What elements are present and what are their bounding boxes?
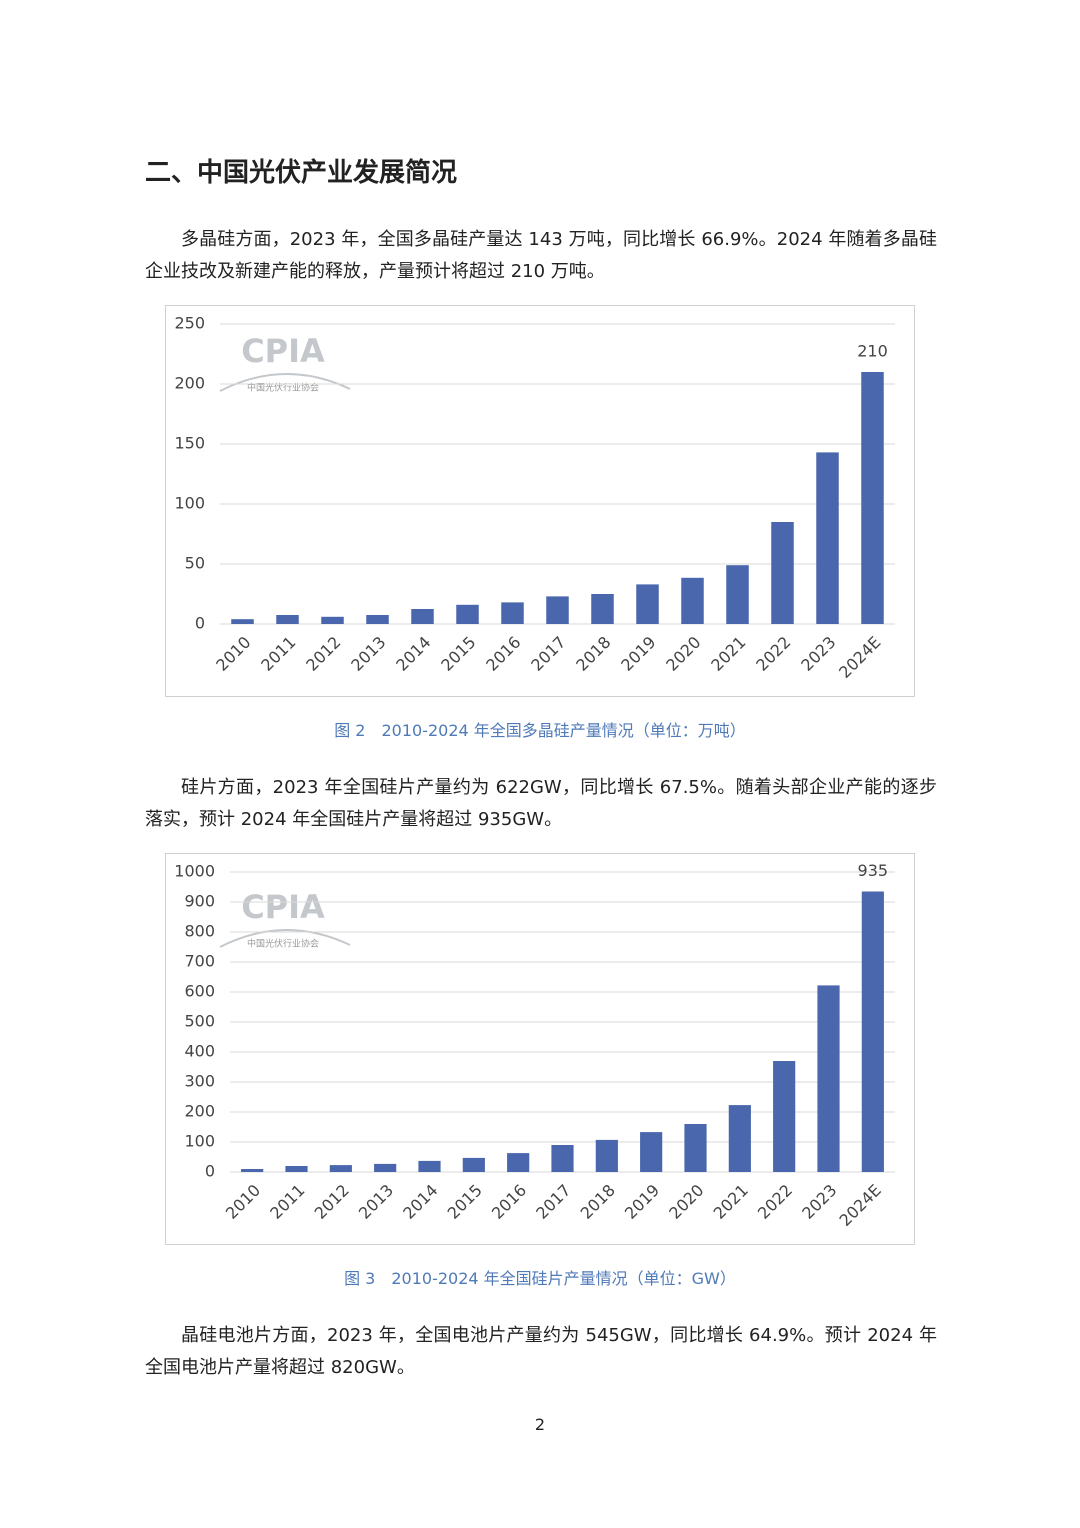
- bar: [418, 1160, 441, 1172]
- bar: [551, 1145, 574, 1172]
- watermark-title: CPIA: [241, 888, 325, 926]
- y-tick-label: 0: [195, 614, 205, 633]
- y-tick-label: 800: [184, 922, 215, 941]
- watermark-title: CPIA: [241, 332, 325, 370]
- y-tick-label: 0: [205, 1162, 215, 1181]
- y-tick-label: 250: [174, 314, 205, 333]
- caption: 图 3 2010-2024 年全国硅片产量情况（单位：GW）: [344, 1269, 736, 1288]
- y-tick-label: 200: [174, 374, 205, 393]
- bar: [595, 1139, 618, 1172]
- chart-frame: [165, 305, 915, 697]
- bar: [366, 615, 389, 624]
- bar: [231, 619, 254, 624]
- bar: [684, 1124, 707, 1172]
- bar: [285, 1166, 308, 1172]
- y-tick-label: 150: [174, 434, 205, 453]
- y-tick-label: 400: [184, 1042, 215, 1061]
- bar: [241, 1169, 264, 1172]
- y-tick-label: 500: [184, 1012, 215, 1031]
- bar: [546, 596, 569, 624]
- y-tick-label: 700: [184, 952, 215, 971]
- paragraph: 晶硅电池片方面，2023 年，全国电池片产量约为 545GW，同比增长 64.9…: [145, 1325, 937, 1378]
- bar: [462, 1157, 485, 1172]
- y-tick-label: 100: [184, 1132, 215, 1151]
- bar: [411, 609, 434, 624]
- y-tick-label: 600: [184, 982, 215, 1001]
- bar: [773, 1061, 796, 1172]
- bar: [591, 594, 614, 624]
- bar: [501, 602, 524, 624]
- chart-frame: [165, 853, 915, 1245]
- bar: [636, 584, 659, 624]
- paragraph: 多晶硅方面，2023 年，全国多晶硅产量达 143 万吨，同比增长 66.9%。…: [145, 229, 937, 282]
- watermark-subtitle: 中国光伏行业协会: [247, 382, 319, 394]
- bar: [374, 1163, 397, 1172]
- bar: [861, 891, 884, 1172]
- bar: [507, 1153, 530, 1172]
- data-label: 210: [857, 342, 888, 361]
- bar: [276, 615, 299, 624]
- y-tick-label: 300: [184, 1072, 215, 1091]
- chart: CPIA 中国光伏行业协会 0 100 200 300 400 500 600 700 800 900…: [165, 853, 915, 1245]
- y-tick-label: 1000: [174, 862, 215, 881]
- data-label: 935: [858, 861, 889, 880]
- watermark-swoosh: [219, 929, 351, 948]
- bar: [456, 604, 479, 624]
- bar: [728, 1105, 751, 1172]
- bar: [640, 1132, 663, 1172]
- watermark-subtitle: 中国光伏行业协会: [247, 938, 319, 950]
- bar: [861, 372, 884, 624]
- y-tick-label: 50: [185, 554, 205, 573]
- watermark-swoosh: [219, 373, 351, 392]
- paragraph: 硅片方面，2023 年全国硅片产量约为 622GW，同比增长 67.5%。随着头…: [145, 777, 937, 830]
- heading: 二、中国光伏产业发展简况: [145, 158, 458, 188]
- y-tick-label: 100: [174, 494, 205, 513]
- bar: [321, 616, 344, 624]
- bar: [681, 577, 704, 624]
- bar: [771, 522, 794, 624]
- page-number: 2: [534, 1415, 546, 1434]
- bar: [816, 452, 839, 624]
- y-tick-label: 900: [184, 892, 215, 911]
- bar: [329, 1165, 352, 1172]
- y-tick-label: 200: [184, 1102, 215, 1121]
- bar: [817, 985, 840, 1172]
- caption: 图 2 2010-2024 年全国多晶硅产量情况（单位：万吨）: [334, 721, 746, 740]
- bar: [726, 565, 749, 624]
